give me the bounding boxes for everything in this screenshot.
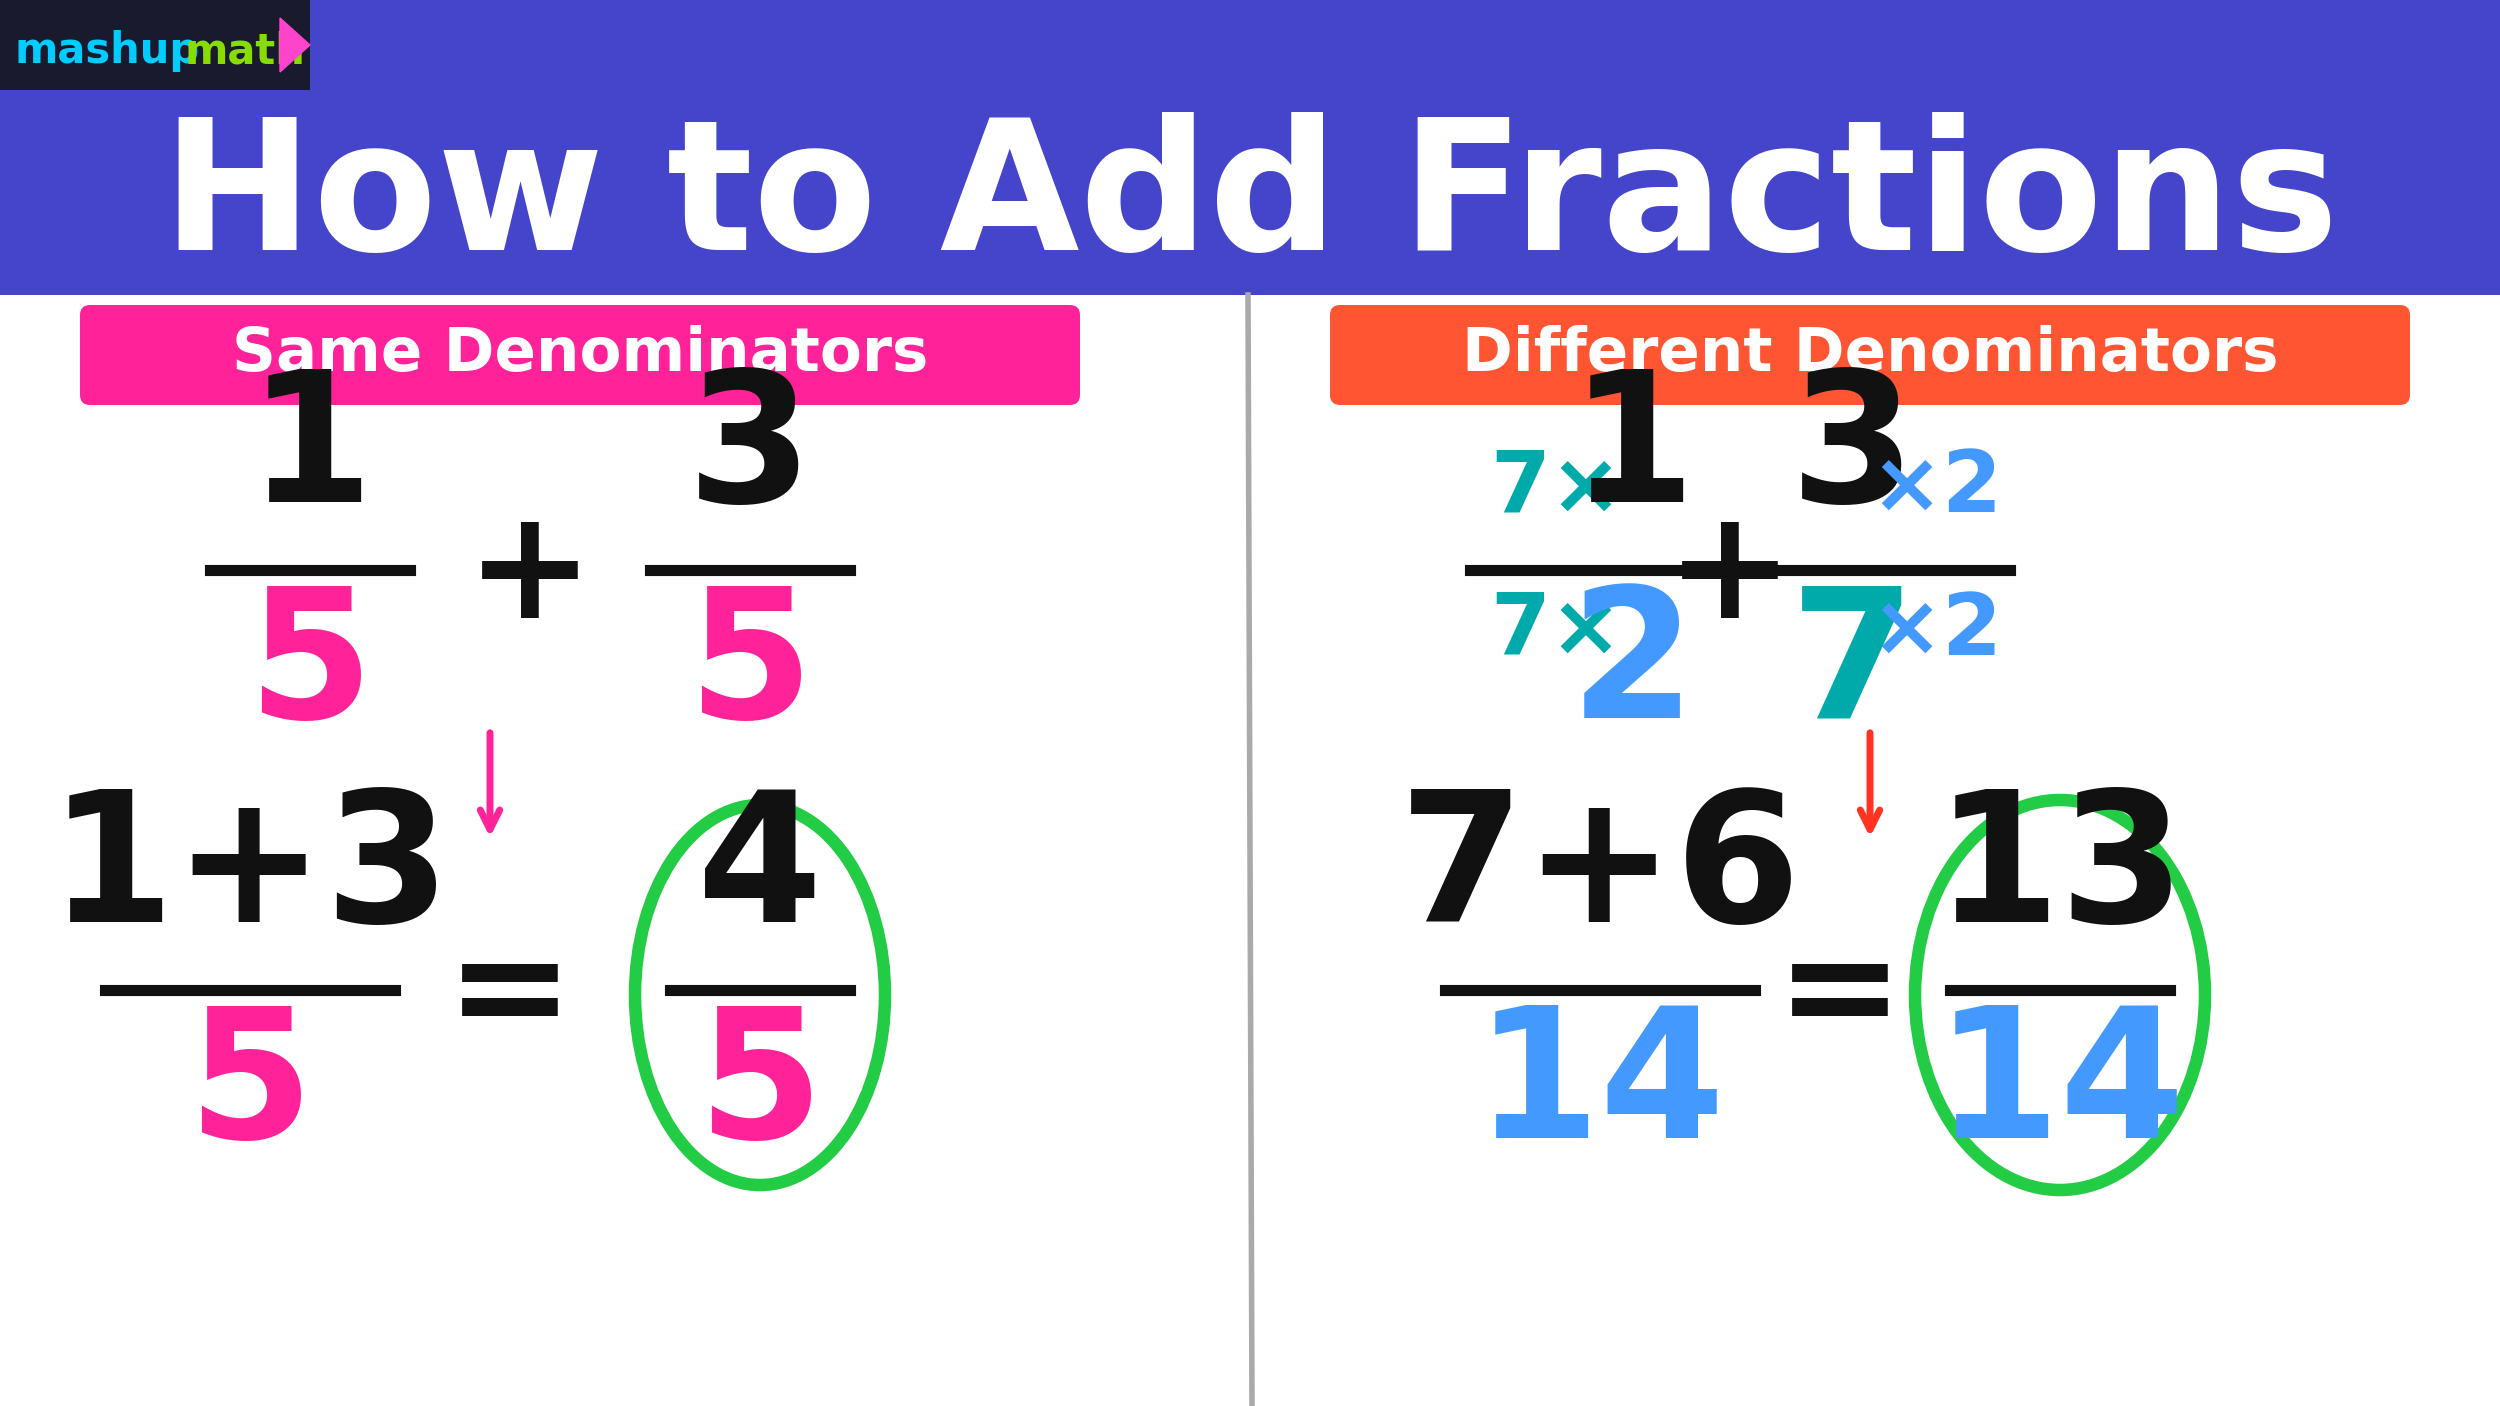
Text: math: math — [185, 30, 305, 72]
Text: 1: 1 — [248, 364, 372, 540]
Text: 1+3: 1+3 — [50, 785, 450, 960]
Text: 5: 5 — [698, 1000, 823, 1175]
Text: 13: 13 — [1935, 785, 2185, 960]
Text: 1: 1 — [1570, 364, 1695, 540]
Text: 5: 5 — [688, 581, 812, 756]
Text: 3: 3 — [688, 364, 812, 540]
Text: 2: 2 — [1570, 581, 1695, 756]
FancyBboxPatch shape — [0, 0, 2500, 295]
Text: 5: 5 — [188, 1000, 312, 1175]
FancyBboxPatch shape — [80, 305, 1080, 405]
Polygon shape — [280, 18, 310, 72]
Text: Same Denominators: Same Denominators — [232, 326, 928, 384]
Text: 7: 7 — [1790, 581, 1915, 756]
Text: 7×: 7× — [1490, 447, 1622, 530]
Text: +: + — [465, 501, 595, 650]
Text: How to Add Fractions: How to Add Fractions — [162, 112, 2338, 288]
Text: Different Denominators: Different Denominators — [1462, 326, 2278, 384]
Text: 3: 3 — [1790, 364, 1915, 540]
Text: +: + — [1665, 501, 1795, 650]
Text: =: = — [445, 921, 575, 1070]
FancyBboxPatch shape — [1260, 295, 2500, 1406]
Text: ×2: ×2 — [1870, 591, 2002, 673]
Text: 5: 5 — [248, 581, 372, 756]
Text: =: = — [1775, 921, 1905, 1070]
Text: 14: 14 — [1475, 1000, 1725, 1175]
Text: 7×: 7× — [1490, 591, 1622, 673]
Text: ×2: ×2 — [1870, 447, 2002, 530]
FancyBboxPatch shape — [1330, 305, 2410, 405]
Text: 7+6: 7+6 — [1398, 785, 1802, 960]
Text: mashup: mashup — [15, 30, 200, 72]
Text: 14: 14 — [1935, 1000, 2185, 1175]
Text: 4: 4 — [698, 785, 823, 960]
FancyBboxPatch shape — [0, 295, 1240, 1406]
FancyBboxPatch shape — [0, 0, 310, 90]
